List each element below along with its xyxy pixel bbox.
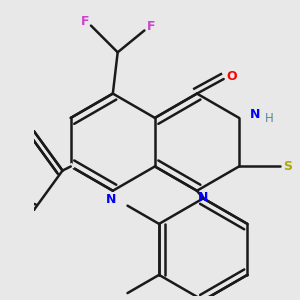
Text: N: N bbox=[106, 193, 116, 206]
Text: S: S bbox=[283, 160, 292, 173]
Text: H: H bbox=[265, 112, 274, 125]
Text: F: F bbox=[81, 15, 90, 28]
Text: F: F bbox=[146, 20, 155, 33]
Text: N: N bbox=[197, 191, 208, 204]
Text: N: N bbox=[250, 108, 260, 121]
Text: O: O bbox=[226, 70, 237, 83]
